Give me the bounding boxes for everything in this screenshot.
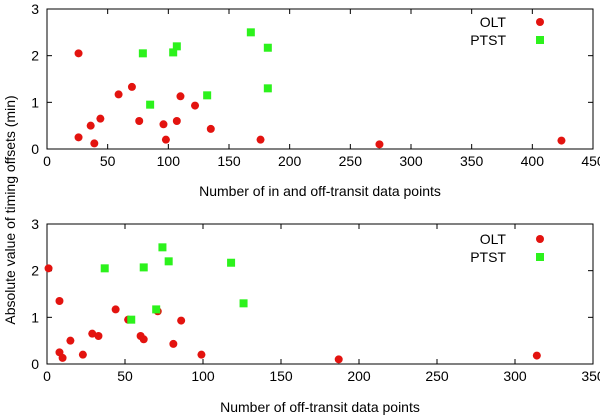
- y-tick-label: 1: [31, 309, 39, 325]
- top-scatter-plot: 0 50 100 150 200 250 300 350 400 450 0 1 2 3 Number of…: [31, 1, 600, 199]
- x-tick-label: 150: [269, 368, 293, 384]
- ptst-data-point: [263, 84, 272, 93]
- olt-data-point: [90, 139, 99, 148]
- legend-label-ptst: PTST: [470, 32, 506, 48]
- shared-y-axis-label: Absolute value of timing offsets (min): [2, 95, 18, 324]
- olt-data-point: [532, 351, 541, 360]
- y-tick-label: 0: [31, 356, 39, 372]
- x-axis-label: Number of off-transit data points: [220, 399, 420, 415]
- olt-data-point: [334, 355, 343, 364]
- y-tick-label: 0: [31, 141, 39, 157]
- x-tick-label: 350: [460, 153, 484, 169]
- ptst-data-point: [169, 48, 178, 57]
- legend-marker-olt: [536, 18, 544, 26]
- legend-label-olt: OLT: [480, 14, 507, 30]
- x-tick-label: 50: [100, 153, 116, 169]
- x-tick-label: 100: [191, 368, 215, 384]
- olt-data-point: [44, 264, 53, 273]
- olt-data-point: [111, 305, 120, 314]
- olt-data-point: [74, 49, 83, 58]
- legend-label-ptst: PTST: [470, 249, 506, 265]
- ptst-data-point: [146, 100, 155, 109]
- olt-data-point: [206, 124, 215, 133]
- plot-frame: [46, 8, 594, 150]
- ptst-data-point: [100, 264, 109, 273]
- ptst-data-point: [172, 42, 181, 51]
- x-tick-label: 0: [43, 153, 51, 169]
- legend-marker-ptst: [536, 36, 544, 44]
- x-tick-label: 150: [217, 153, 241, 169]
- olt-data-point: [172, 117, 181, 125]
- x-tick-label: 200: [347, 368, 371, 384]
- olt-data-point: [375, 140, 384, 149]
- olt-data-point: [135, 117, 144, 125]
- ptst-data-point: [246, 28, 255, 37]
- legend-marker-ptst: [536, 253, 544, 261]
- olt-data-point: [256, 135, 265, 144]
- olt-data-point: [159, 120, 168, 129]
- olt-data-point: [96, 114, 105, 123]
- olt-data-point: [74, 133, 83, 142]
- olt-data-point: [197, 350, 206, 359]
- legend-marker-olt: [536, 235, 544, 243]
- y-tick-label: 1: [31, 94, 39, 110]
- x-tick-label: 200: [278, 153, 302, 169]
- y-tick-label: 3: [31, 216, 39, 232]
- ptst-data-point: [139, 263, 148, 272]
- x-tick-label: 350: [581, 368, 600, 384]
- plot-frame: [46, 223, 594, 365]
- legend-label-olt: OLT: [480, 231, 507, 247]
- y-tick-label: 2: [31, 48, 39, 64]
- y-tick-label: 2: [31, 263, 39, 279]
- x-tick-label: 400: [521, 153, 545, 169]
- ptst-data-point: [164, 257, 173, 266]
- x-tick-label: 450: [581, 153, 600, 169]
- olt-data-point: [88, 329, 97, 338]
- x-tick-label: 0: [43, 368, 51, 384]
- olt-data-point: [58, 353, 67, 362]
- ptst-data-point: [138, 49, 147, 58]
- x-tick-label: 250: [339, 153, 363, 169]
- ptst-data-point: [203, 91, 212, 100]
- x-tick-label: 100: [157, 153, 181, 169]
- x-tick-label: 50: [117, 368, 133, 384]
- x-tick-label: 300: [503, 368, 527, 384]
- ptst-data-point: [227, 258, 236, 267]
- olt-data-point: [55, 297, 64, 305]
- bottom-scatter-plot: 0 50 100 150 200 250 300 350 0 1 2 3 Number of off-t…: [31, 216, 600, 415]
- olt-data-point: [161, 135, 170, 144]
- ptst-data-point: [263, 43, 272, 52]
- x-tick-label: 250: [425, 368, 449, 384]
- x-tick-label: 300: [399, 153, 423, 169]
- olt-data-point: [169, 339, 178, 348]
- olt-data-point: [66, 336, 75, 345]
- ptst-data-point: [158, 243, 167, 252]
- x-axis-label: Number of in and off-transit data points: [199, 183, 441, 199]
- olt-data-point: [114, 90, 123, 99]
- olt-data-point: [557, 136, 566, 145]
- olt-data-point: [177, 316, 186, 325]
- olt-data-point: [94, 332, 103, 340]
- olt-data-point: [139, 335, 148, 344]
- olt-data-point: [191, 101, 200, 110]
- olt-data-point: [127, 82, 136, 91]
- ptst-data-point: [152, 305, 161, 314]
- olt-data-point: [176, 92, 185, 101]
- olt-data-point: [86, 121, 95, 130]
- ptst-data-point: [127, 315, 136, 324]
- ptst-data-point: [239, 299, 248, 308]
- olt-data-point: [78, 350, 87, 359]
- y-tick-label: 3: [31, 1, 39, 17]
